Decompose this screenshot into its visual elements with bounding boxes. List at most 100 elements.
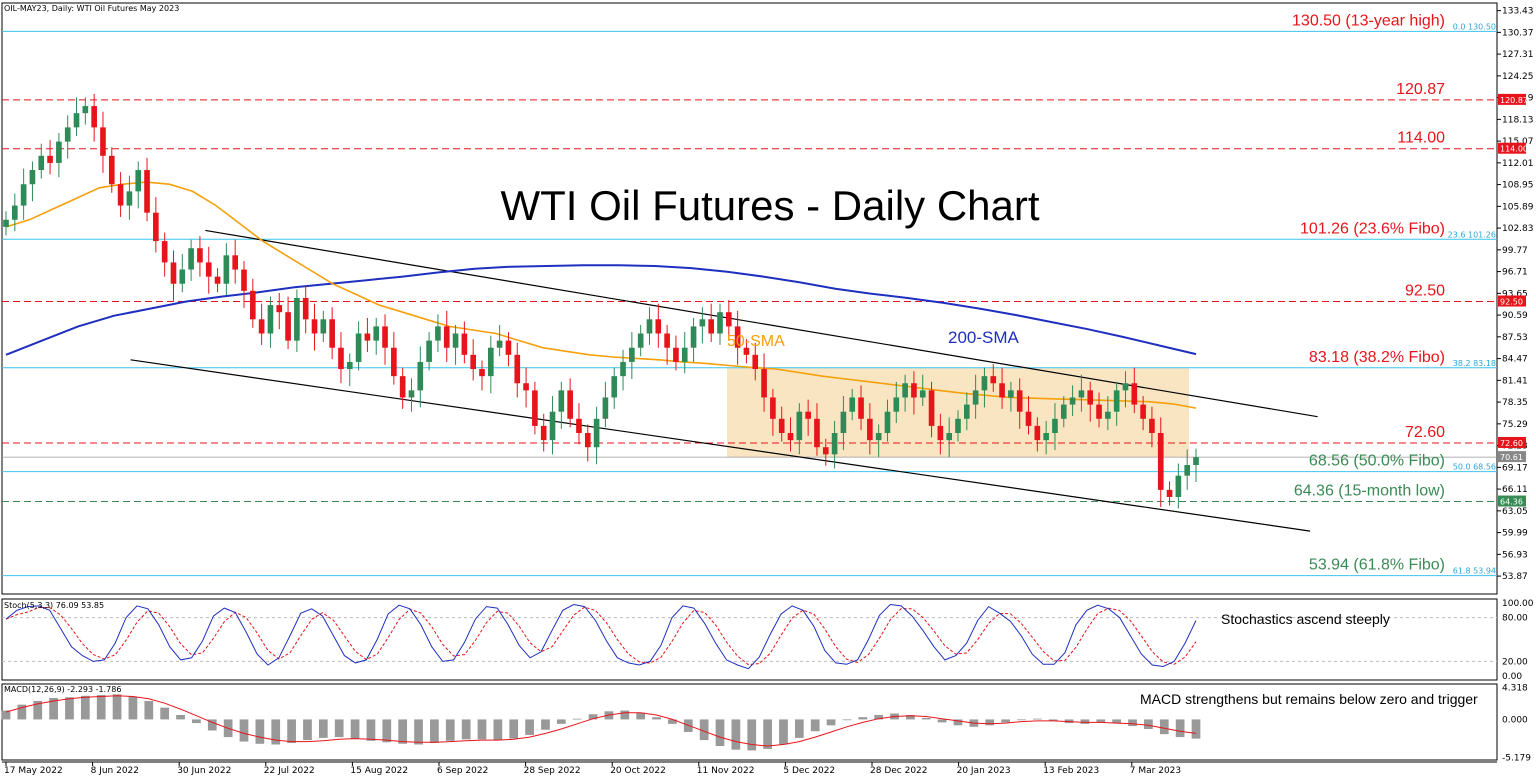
candle-body-43 <box>382 326 388 348</box>
macd-bar-2 <box>33 700 43 720</box>
price-tag-bg-2 <box>1498 142 1526 154</box>
x-tick-11: 20 Jan 2023 <box>957 766 1011 776</box>
macd-bar-54 <box>858 717 868 720</box>
y-tick-25: 56.93 <box>1502 550 1528 560</box>
candle-body-81 <box>717 312 723 334</box>
macd-bar-11 <box>176 714 185 720</box>
y-tick-14: 90.59 <box>1502 311 1528 321</box>
candle-body-37 <box>329 319 335 348</box>
stochastic-pane: 100.00 80.00 20.00 0.00 <box>2 599 1534 682</box>
y-tick-0: 133.43 <box>1502 7 1534 17</box>
candle-body-65 <box>576 418 582 434</box>
stoch-y-tick-3: 0.00 <box>1502 672 1522 682</box>
macd-bar-25 <box>398 719 408 744</box>
candle-body-124 <box>1096 404 1102 419</box>
candle-body-69 <box>611 376 618 398</box>
macd-bar-23 <box>366 719 376 741</box>
macd-bar-0 <box>1 710 11 720</box>
y-tick-24: 59.99 <box>1502 529 1528 539</box>
candle-body-113 <box>999 383 1005 398</box>
macd-bar-65 <box>1032 718 1042 720</box>
macd-bar-20 <box>318 719 328 738</box>
stoch-annotation: Stochastics ascend steeply <box>1221 611 1390 627</box>
candle-body-70 <box>620 361 626 377</box>
candle-body-5 <box>47 155 53 163</box>
candle-body-54 <box>479 369 485 377</box>
macd-bar-30 <box>477 719 487 740</box>
candle-body-93 <box>822 447 829 455</box>
stoch-y-tick-0: 100.00 <box>1502 599 1534 609</box>
macd-bar-59 <box>937 719 947 723</box>
candle-body-92 <box>814 418 820 448</box>
x-tick-3: 22 Jul 2022 <box>264 766 315 776</box>
y-tick-2: 127.31 <box>1502 50 1534 60</box>
chart-title: WTI Oil Futures - Daily Chart <box>500 182 1039 229</box>
y-tick-17: 81.41 <box>1502 376 1528 386</box>
candle-body-62 <box>549 411 556 441</box>
y-tick-19: 75.29 <box>1502 420 1528 430</box>
macd-y-tick-0: 4.318 <box>1502 684 1528 694</box>
macd-bar-60 <box>953 719 963 726</box>
candle-body-13 <box>117 184 124 206</box>
candle-body-57 <box>505 340 512 355</box>
y-tick-13: 93.65 <box>1502 289 1528 299</box>
candle-body-47 <box>417 361 424 391</box>
candle-body-94 <box>831 433 838 455</box>
macd-bar-40 <box>636 712 646 720</box>
macd-bar-41 <box>652 717 661 720</box>
sma200-annotation: 200-SMA <box>948 328 1020 347</box>
level-label-7: 68.56 (50.0% Fibo) <box>1309 453 1445 470</box>
candle-body-29 <box>258 319 265 334</box>
y-tick-26: 53.87 <box>1502 572 1528 582</box>
candle-body-126 <box>1113 390 1120 412</box>
macd-bar-6 <box>96 695 106 720</box>
date-axis: 17 May 2022 8 Jun 2022 30 Jun 2022 22 Jul 2… <box>4 762 1181 776</box>
candle-body-101 <box>893 397 900 412</box>
candle-body-0 <box>3 219 9 227</box>
price-tag-bg-4 <box>1498 295 1526 307</box>
candle-body-82 <box>725 312 732 327</box>
candle-body-131 <box>1157 433 1164 490</box>
y-tick-11: 99.77 <box>1502 246 1528 256</box>
macd-bar-15 <box>239 719 249 742</box>
candle-body-48 <box>426 340 432 362</box>
candle-body-117 <box>1034 425 1041 441</box>
candle-body-75 <box>664 333 670 348</box>
x-tick-1: 8 Jun 2022 <box>91 766 139 776</box>
macd-bar-64 <box>1017 719 1026 721</box>
y-tick-9: 105.89 <box>1502 202 1534 212</box>
candle-body-102 <box>902 383 908 398</box>
pane-frame-1 <box>1 598 1498 681</box>
macd-bar-55 <box>874 714 884 720</box>
candle-body-130 <box>1149 418 1155 434</box>
candle-body-100 <box>884 411 891 434</box>
candle-body-125 <box>1105 411 1111 419</box>
sma50-annotation: 50-SMA <box>727 333 785 350</box>
candle-body-106 <box>937 425 944 441</box>
macd-bar-12 <box>192 719 201 724</box>
candle-body-80 <box>708 319 715 334</box>
macd-bar-35 <box>556 719 566 724</box>
macd-bar-57 <box>906 714 915 720</box>
candle-body-104 <box>919 390 926 398</box>
candle-body-30 <box>267 305 274 334</box>
level-label-3: 101.26 (23.6% Fibo) <box>1300 220 1445 237</box>
horizontal-levels <box>2 30 1497 577</box>
macd-bar-47 <box>747 719 757 751</box>
price-tag-bg-8 <box>1498 495 1526 507</box>
macd-bar-4 <box>65 697 74 720</box>
candle-body-26 <box>232 255 239 270</box>
stoch-d-line <box>5 606 1197 666</box>
macd-bar-24 <box>382 719 392 743</box>
price-tag-4: 92.50 <box>1500 298 1523 307</box>
candle-body-21 <box>188 248 194 270</box>
candle-body-119 <box>1052 418 1058 434</box>
macd-bar-31 <box>493 719 503 741</box>
candle-body-1 <box>11 205 18 220</box>
stoch-y-tick-2: 20.00 <box>1502 657 1528 667</box>
macd-bar-53 <box>842 719 852 721</box>
candle-body-41 <box>364 333 371 341</box>
candle-body-14 <box>126 191 133 206</box>
macd-bar-44 <box>699 719 709 741</box>
